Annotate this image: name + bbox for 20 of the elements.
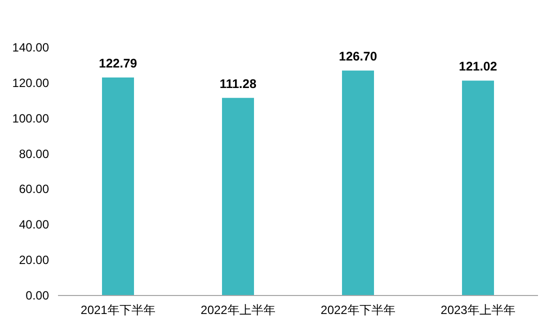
data-label: 122.79 — [98, 56, 138, 70]
y-tick-label: 20.00 — [18, 253, 50, 268]
data-label: 126.70 — [338, 50, 378, 64]
y-tick-label: 100.00 — [12, 111, 50, 126]
bar — [462, 80, 494, 295]
x-tick-label: 2022年下半年 — [320, 303, 396, 317]
x-tick-label: 2021年下半年 — [80, 303, 156, 317]
y-tick-label: 40.00 — [18, 218, 50, 232]
y-tick-label: 140.00 — [12, 40, 50, 54]
y-tick-label: 80.00 — [18, 146, 50, 161]
x-tick-label: 2022年上半年 — [200, 303, 276, 317]
x-tick-label: 2023年上半年 — [440, 303, 516, 317]
y-tick-label: 60.00 — [18, 182, 50, 196]
bar — [102, 77, 134, 295]
data-label: 111.28 — [220, 76, 256, 91]
y-tick-label: 120.00 — [12, 76, 50, 90]
bar — [222, 98, 254, 295]
y-tick-label: 0.00 — [26, 288, 50, 302]
bar — [342, 70, 374, 295]
data-label: 121.02 — [458, 60, 498, 74]
